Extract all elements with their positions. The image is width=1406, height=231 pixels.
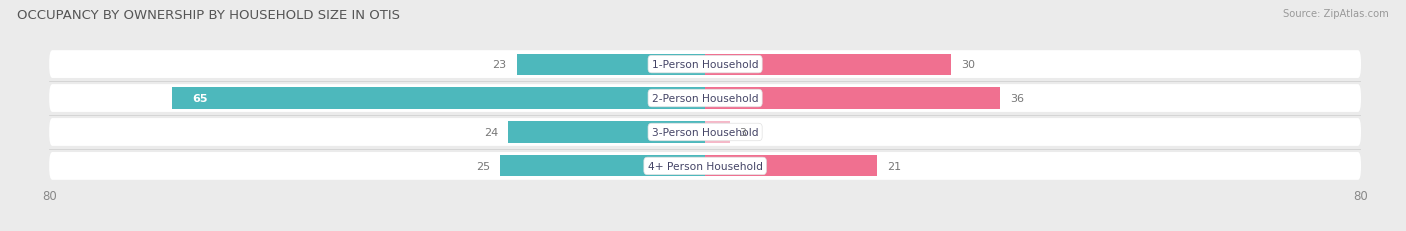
Text: 23: 23: [492, 60, 506, 70]
Text: 3: 3: [740, 128, 747, 137]
Text: 1-Person Household: 1-Person Household: [652, 60, 758, 70]
Text: Source: ZipAtlas.com: Source: ZipAtlas.com: [1284, 9, 1389, 19]
FancyBboxPatch shape: [49, 51, 1361, 79]
Bar: [501, 156, 706, 177]
Text: 24: 24: [484, 128, 499, 137]
Text: 30: 30: [960, 60, 974, 70]
FancyBboxPatch shape: [49, 85, 1361, 112]
Text: 65: 65: [193, 94, 208, 103]
Text: 36: 36: [1010, 94, 1024, 103]
Text: 3-Person Household: 3-Person Household: [652, 128, 758, 137]
Bar: [509, 122, 706, 143]
Bar: [706, 54, 950, 75]
Bar: [172, 88, 706, 109]
Text: 2-Person Household: 2-Person Household: [652, 94, 758, 103]
Bar: [516, 54, 706, 75]
Text: 25: 25: [477, 161, 491, 171]
Text: OCCUPANCY BY OWNERSHIP BY HOUSEHOLD SIZE IN OTIS: OCCUPANCY BY OWNERSHIP BY HOUSEHOLD SIZE…: [17, 9, 399, 22]
Bar: [706, 88, 1000, 109]
Bar: [706, 122, 730, 143]
FancyBboxPatch shape: [49, 152, 1361, 180]
Text: 4+ Person Household: 4+ Person Household: [648, 161, 762, 171]
Text: 21: 21: [887, 161, 901, 171]
Bar: [706, 156, 877, 177]
FancyBboxPatch shape: [49, 119, 1361, 146]
